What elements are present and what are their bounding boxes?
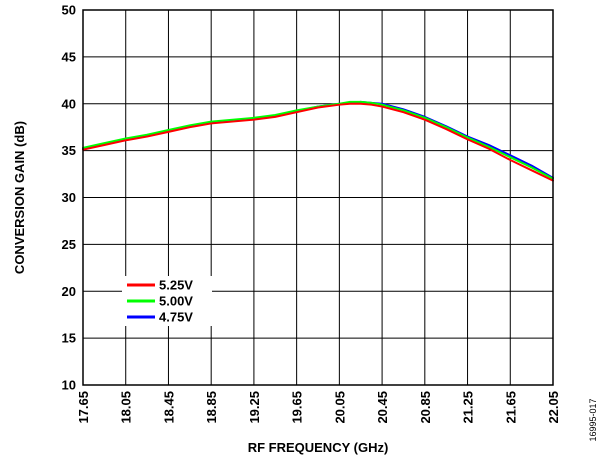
y-tick-label: 35 (62, 143, 76, 158)
series-line-4.75V (83, 102, 553, 178)
x-tick-label: 21.65 (503, 391, 518, 424)
grid-layer (83, 10, 553, 385)
series-layer (83, 102, 553, 181)
figure-id: 16995-017 (588, 398, 598, 441)
x-tick-label: 18.05 (119, 391, 134, 424)
x-tick-label: 19.25 (247, 391, 262, 424)
y-tick-labels: 10 15 20 25 30 35 40 45 50 (62, 3, 76, 393)
legend-label: 5.00V (159, 294, 193, 309)
x-tick-label: 22.05 (546, 391, 561, 424)
x-tick-label: 17.65 (76, 391, 91, 424)
y-tick-label: 25 (62, 237, 76, 252)
y-tick-label: 45 (62, 49, 76, 64)
y-tick-label: 20 (62, 284, 76, 299)
x-tick-labels: 17.65 18.05 18.45 18.85 19.25 19.65 20.05 20.45… (76, 391, 561, 424)
x-tick-label: 19.65 (290, 391, 305, 424)
series-line-5.00V (83, 102, 553, 179)
y-tick-label: 30 (62, 190, 76, 205)
y-tick-label: 10 (62, 378, 76, 393)
x-tick-label: 20.45 (375, 391, 390, 424)
x-tick-label: 18.85 (204, 391, 219, 424)
y-tick-label: 40 (62, 96, 76, 111)
x-tick-label: 21.25 (461, 391, 476, 424)
y-tick-label: 50 (62, 3, 76, 18)
y-tick-label: 15 (62, 331, 76, 346)
legend-label: 4.75V (159, 310, 193, 325)
y-axis-label: CONVERSION GAIN (dB) (12, 121, 27, 274)
legend-label: 5.25V (159, 278, 193, 293)
x-tick-label: 18.45 (161, 391, 176, 424)
x-tick-label: 20.85 (418, 391, 433, 424)
x-axis-label: RF FREQUENCY (GHz) (248, 440, 389, 455)
x-tick-label: 20.05 (332, 391, 347, 424)
